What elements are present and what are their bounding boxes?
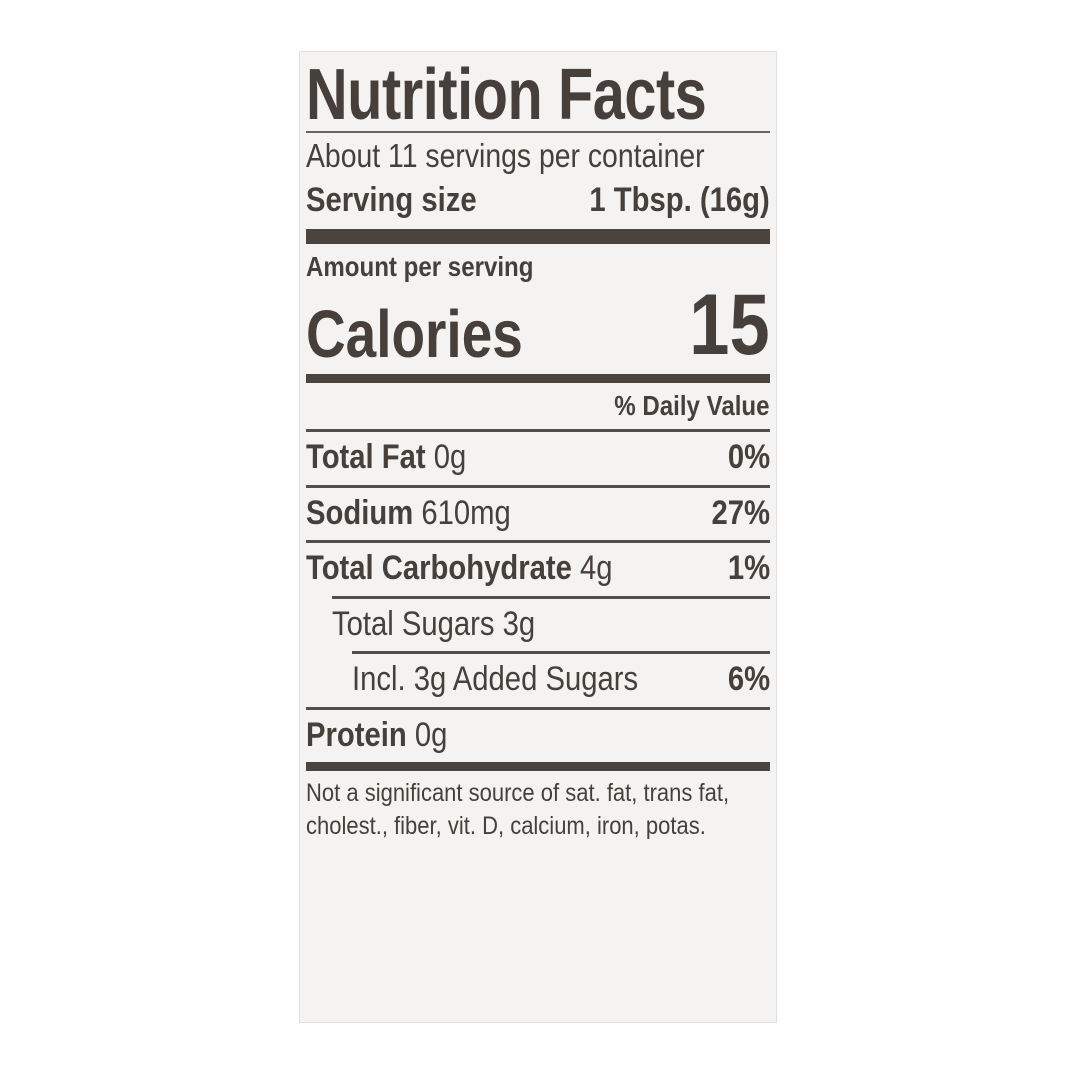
serving-size-label: Serving size (306, 180, 477, 219)
nutrient-dv-added-sugars: 6% (727, 660, 770, 699)
panel-title: Nutrition Facts (306, 55, 707, 135)
nutrient-row-total-carbohydrate: Total Carbohydrate 4g 1% (306, 543, 770, 595)
nutrient-label-total-carbohydrate: Total Carbohydrate 4g (306, 549, 613, 588)
nutrient-dv-total-fat: 0% (727, 438, 770, 477)
nutrient-dv-total-carbohydrate: 1% (727, 549, 770, 588)
nutrient-label-protein: Protein 0g (306, 715, 448, 754)
rule-above-added-sugars (352, 651, 770, 655)
footnote-line-2: cholest., fiber, vit. D, calcium, iron, … (306, 811, 706, 840)
nutrient-label-total-sugars: Total Sugars 3g (332, 604, 536, 643)
nutrient-label-sodium: Sodium 610mg (306, 493, 511, 532)
footnote-line-1: Not a significant source of sat. fat, tr… (306, 779, 730, 808)
nutrient-row-sodium: Sodium 610mg 27% (306, 488, 770, 540)
nutrient-row-added-sugars: Incl. 3g Added Sugars 6% (306, 654, 770, 706)
serving-size-value: 1 Tbsp. (16g) (589, 180, 770, 219)
calories-label: Calories (306, 297, 523, 373)
nutrient-dv-sodium: 27% (711, 493, 770, 532)
divider-below-serving-size (306, 228, 770, 244)
rule-above-sodium (306, 484, 770, 488)
nutrient-label-added-sugars: Incl. 3g Added Sugars (352, 660, 639, 699)
rule-above-total-fat (306, 429, 770, 433)
footnote: Not a significant source of sat. fat, tr… (306, 771, 767, 842)
nutrient-row-total-sugars: Total Sugars 3g (306, 599, 770, 651)
nutrition-facts-panel: Nutrition Facts About 11 servings per co… (300, 52, 776, 1022)
rule-above-protein (306, 706, 770, 710)
daily-value-header-text: % Daily Value (614, 390, 770, 422)
nutrient-row-protein: Protein 0g (306, 710, 770, 762)
rule-above-total-sugars (332, 595, 770, 599)
nutrient-row-total-fat: Total Fat 0g 0% (306, 432, 770, 484)
divider-above-footnote (306, 762, 770, 772)
daily-value-header: % Daily Value (306, 383, 770, 429)
rule-above-total-carbohydrate (306, 540, 770, 544)
amount-per-serving-label: Amount per serving (306, 250, 534, 282)
calories-row: Calories 15 (306, 282, 770, 374)
servings-per-container: About 11 servings per container (306, 136, 705, 174)
calories-value: 15 (689, 277, 770, 374)
divider-below-calories (306, 374, 770, 384)
nutrient-label-total-fat: Total Fat 0g (306, 438, 467, 477)
title-underline (306, 130, 770, 133)
serving-size-row: Serving size 1 Tbsp. (16g) (306, 176, 770, 229)
